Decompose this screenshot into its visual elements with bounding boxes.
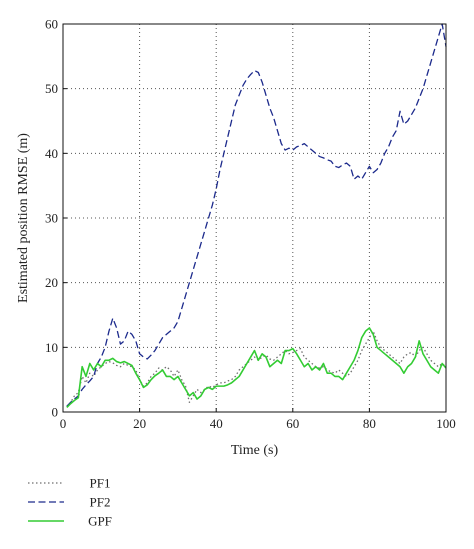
series-lines (66, 23, 447, 409)
series-line-pf1 (66, 330, 447, 408)
y-tick-label: 60 (45, 17, 58, 32)
x-tick-label: 0 (60, 416, 67, 431)
legend-label-pf2: PF2 (90, 495, 111, 510)
y-tick-label: 50 (45, 81, 58, 96)
series-line-pf2 (66, 23, 447, 407)
legend: PF1 PF2 GPF (28, 476, 112, 529)
y-tick-label: 10 (45, 340, 58, 355)
legend-label-pf1: PF1 (90, 476, 111, 491)
x-tick-label: 40 (210, 416, 223, 431)
grid (63, 24, 446, 412)
y-tick-label: 0 (52, 405, 59, 420)
plot-frame (62, 23, 447, 413)
x-tick-label: 20 (133, 416, 146, 431)
y-tick-label: 20 (45, 275, 58, 290)
x-tick-label: 60 (286, 416, 299, 431)
y-tick-label: 30 (45, 211, 58, 226)
y-axis-label: Estimated position RMSE (m) (16, 133, 31, 303)
axis-ticks: 0 20 40 60 80 100 0 10 20 30 40 50 60 (45, 17, 456, 432)
x-axis-label: Time (s) (231, 443, 279, 458)
x-tick-label: 100 (436, 416, 456, 431)
series-line-gpf (66, 327, 447, 409)
y-tick-label: 40 (45, 146, 58, 161)
legend-label-gpf: GPF (88, 514, 112, 529)
x-tick-label: 80 (363, 416, 376, 431)
